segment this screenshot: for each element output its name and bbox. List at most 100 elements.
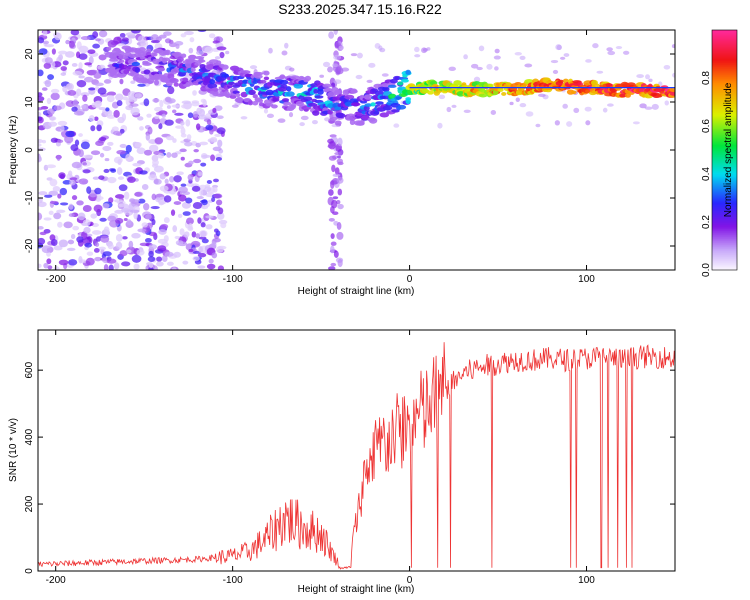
spectrogram-blob [53,212,62,220]
spectrogram-ridge-blob [209,79,216,85]
spectrogram-blob [519,55,526,60]
spectrogram-blob [201,199,208,206]
colorbar-cell [712,154,737,157]
spectrogram-blob [102,145,112,152]
spectrogram-blob [70,30,80,36]
x-tick-label: 0 [407,274,413,285]
spectrogram-ridge-blob [118,59,125,63]
spectrogram-blob [58,50,68,55]
colorbar-tick-label: 0.6 [701,119,712,133]
spectrogram-blob [102,251,112,257]
spectrogram-blob [181,100,192,105]
spectrogram-blob [263,108,269,114]
spectrogram-blob [174,235,181,240]
spectrogram-blob [94,187,102,195]
spectrogram-blob [566,121,573,127]
spectrogram-blob [327,66,333,73]
spectrogram-blob [331,82,336,88]
spectrogram-blob [192,90,197,96]
spectrogram-blob [538,93,546,98]
colorbar-cell [712,216,737,219]
spectrogram-blob [178,194,187,202]
spectrogram-blob [148,267,154,270]
spectrogram-blob [141,222,149,228]
spectrogram-blob [175,240,184,246]
spectrogram-ridge-blob [453,80,462,86]
colorbar-cell [712,212,737,215]
spectrogram-blob [56,154,61,161]
spectrogram-blob [596,70,604,74]
colorbar-cell [712,176,737,179]
spectrogram-blob [137,35,147,44]
spectrogram-blob [289,67,295,72]
spectrogram-blob [573,107,580,113]
spectrogram-blob [103,264,109,270]
spectrogram-blob [337,258,343,268]
colorbar-tick-label: 0.4 [701,167,712,181]
colorbar-cell [712,64,737,67]
spectrogram-ridge-blob [279,74,286,79]
spectrogram-ridge-blob [263,76,270,81]
spectrogram-blob [111,126,119,133]
spectrogram-blob [328,217,335,222]
spectrogram-blob [490,109,497,115]
spectrogram-blob [210,154,216,162]
spectrogram-blob [139,170,148,175]
spectrogram-blob [126,249,132,254]
spectrogram-blob [185,119,191,127]
colorbar-cell [712,122,737,125]
colorbar-cell [712,134,737,137]
spectrogram-blob [191,185,201,192]
spectrogram-blob [173,251,181,258]
spectrogram-blob [151,193,157,201]
spectrogram-blob [166,135,175,141]
spectrogram-ridge-blob [363,94,373,100]
spectrogram-blob [366,79,373,83]
spectrogram-blob [451,104,457,108]
colorbar-cell [712,220,737,223]
spectrogram-blob [129,209,140,213]
spectrogram-blob [159,173,166,180]
spectrogram-blob [91,230,102,235]
spectrogram-blob [64,135,74,144]
snr-y-ticks: 0 200 400 600 [24,361,675,574]
spectrogram-blob [148,244,158,250]
spectrogram-blob [319,74,324,78]
colorbar-cell [712,116,737,119]
x-tick-label: 0 [407,575,413,586]
spectrogram-blob [211,252,218,259]
spectrogram-blob [107,215,117,222]
spectrogram-blob [355,74,363,80]
spectrogram-blob [645,74,650,80]
colorbar-cell [712,38,737,41]
colorbar-cell [712,112,737,115]
spectrogram-blob [151,218,156,226]
spectrogram-blob [330,245,335,254]
spectrogram-blob [78,53,88,60]
spectrogram-blob [592,43,599,49]
spectrogram-ridge-blob [182,77,189,82]
spectrogram-blob [44,44,55,48]
spectrogram-ridge-blob [349,119,356,126]
colorbar-cell [712,222,737,225]
spectrogram-ridge-blob [373,110,380,115]
spectrogram-blob [98,30,108,38]
spectrogram-blob [330,233,335,239]
y-tick-label: 0 [24,147,35,153]
spectrogram-blob [169,175,175,183]
snr-x-ticks: -200 -100 0 100 [46,330,595,586]
spectrogram-blob [70,234,76,240]
spectrogram-ridge-blob [337,113,346,119]
spectrogram-blob [156,261,164,267]
spectrogram-blob [195,123,201,131]
spectrogram-ridge-blob [344,101,354,107]
colorbar-cell [712,246,737,249]
spectrogram-blob [107,243,114,250]
spectrogram-blob [108,197,114,204]
spectrogram-blob [552,69,559,75]
spectrogram-blob [118,203,126,208]
spectrogram-blob [211,240,217,248]
spectrogram-blob [249,65,258,70]
spectrogram-blob [671,44,675,49]
